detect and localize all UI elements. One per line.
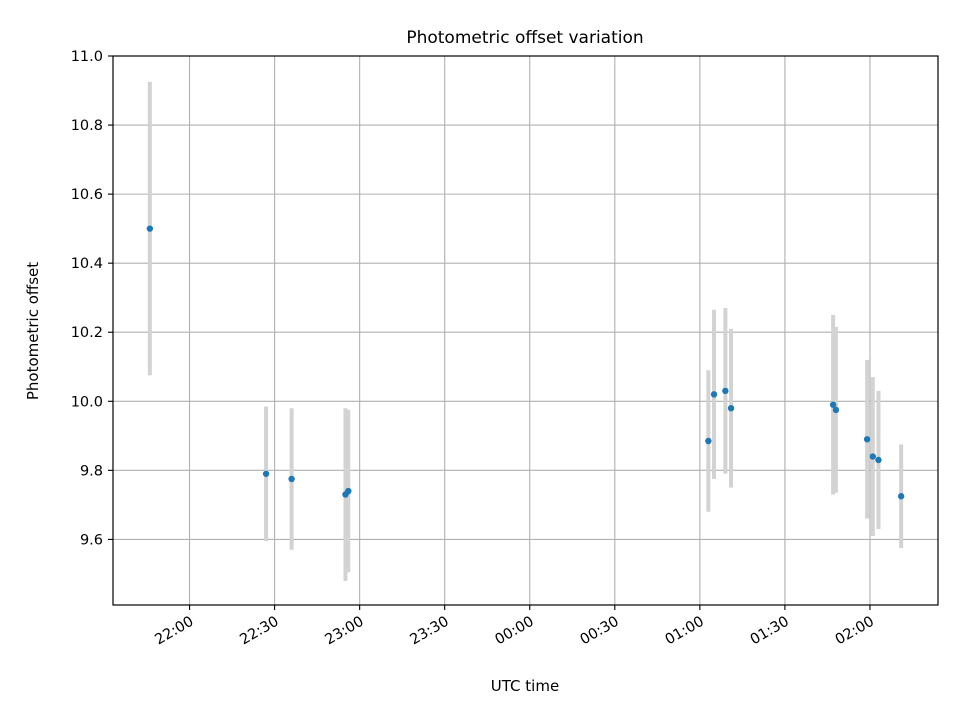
data-point	[832, 406, 840, 414]
data-point	[875, 456, 882, 464]
data-point	[345, 487, 352, 495]
x-axis-label: UTC time	[491, 677, 559, 695]
data-point	[288, 475, 295, 483]
y-tick-label: 9.6	[80, 532, 103, 548]
data-point	[897, 493, 905, 500]
y-tick-label: 10.8	[71, 118, 103, 134]
data-point	[710, 391, 718, 398]
y-tick-label: 9.8	[80, 463, 103, 479]
data-point	[869, 453, 876, 460]
data-point	[863, 436, 871, 443]
data-point	[705, 437, 712, 445]
y-axis-label: Photometric offset	[24, 262, 42, 400]
y-tick-label: 10.4	[71, 256, 103, 272]
y-tick-label: 11.0	[71, 49, 103, 65]
data-point	[262, 470, 270, 477]
data-points	[146, 225, 905, 500]
y-tick-label: 10.6	[71, 187, 103, 203]
data-point	[722, 387, 729, 395]
data-point	[727, 404, 735, 412]
data-point	[146, 225, 154, 232]
chart-title: Photometric offset variation	[406, 28, 643, 48]
data-point	[829, 401, 837, 408]
y-tick-label: 10.0	[71, 394, 103, 410]
y-tick-label: 10.2	[71, 325, 103, 341]
plot-frame	[112, 55, 939, 606]
